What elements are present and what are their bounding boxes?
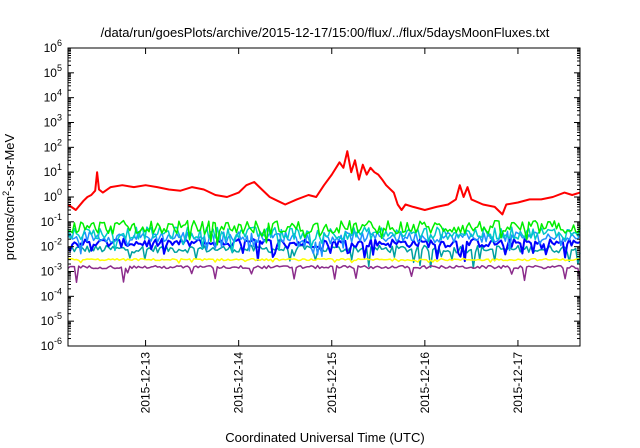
x-tick-label: 2015-12-17 <box>511 352 525 414</box>
y-tick-label: 100 <box>44 187 62 204</box>
plot-frame <box>67 47 581 347</box>
x-tick-label: 2015-12-16 <box>418 352 432 414</box>
y-axis-label-sup: 2 <box>1 191 11 196</box>
y-tick-label: 10-3 <box>41 262 62 279</box>
y-axis-label-pre: protons/cm <box>2 196 17 260</box>
y-tick-label: 101 <box>44 162 62 179</box>
series-line <box>67 264 581 284</box>
x-tick-label: 2015-12-14 <box>232 352 246 414</box>
y-tick-label: 10-6 <box>41 336 62 353</box>
y-tick-label: 105 <box>44 63 62 80</box>
y-tick-label: 10-1 <box>41 212 62 229</box>
series-layer <box>67 150 581 284</box>
chart-title: /data/run/goesPlots/archive/2015-12-17/1… <box>101 25 550 40</box>
y-tick-label: 10-4 <box>41 286 62 303</box>
series-line <box>67 219 581 246</box>
y-tick-label: 104 <box>44 88 62 105</box>
series-line <box>67 150 581 216</box>
y-tick-label: 102 <box>44 137 62 154</box>
y-ticks: 10-6 10-5 10-4 10-3 10-2 10-1 100 101 102 103 104 1… <box>41 38 580 353</box>
series-line <box>68 257 581 264</box>
series-line <box>67 226 581 253</box>
x-tick-label: 2015-12-13 <box>139 352 153 414</box>
y-tick-label: 10-5 <box>41 311 62 328</box>
y-axis-label-post: -s-sr-MeV <box>2 133 17 190</box>
y-tick-label: 103 <box>44 113 62 130</box>
x-ticks: 2015-12-13 2015-12-14 2015-12-15 2015-12-16… <box>139 48 525 413</box>
y-tick-label: 10-2 <box>41 237 62 254</box>
y-axis-label: protons/cm2-s-sr-MeV <box>1 133 17 260</box>
x-axis-label: Coordinated Universal Time (UTC) <box>225 430 424 445</box>
y-tick-label: 106 <box>44 38 62 55</box>
x-tick-label: 2015-12-15 <box>325 352 339 414</box>
